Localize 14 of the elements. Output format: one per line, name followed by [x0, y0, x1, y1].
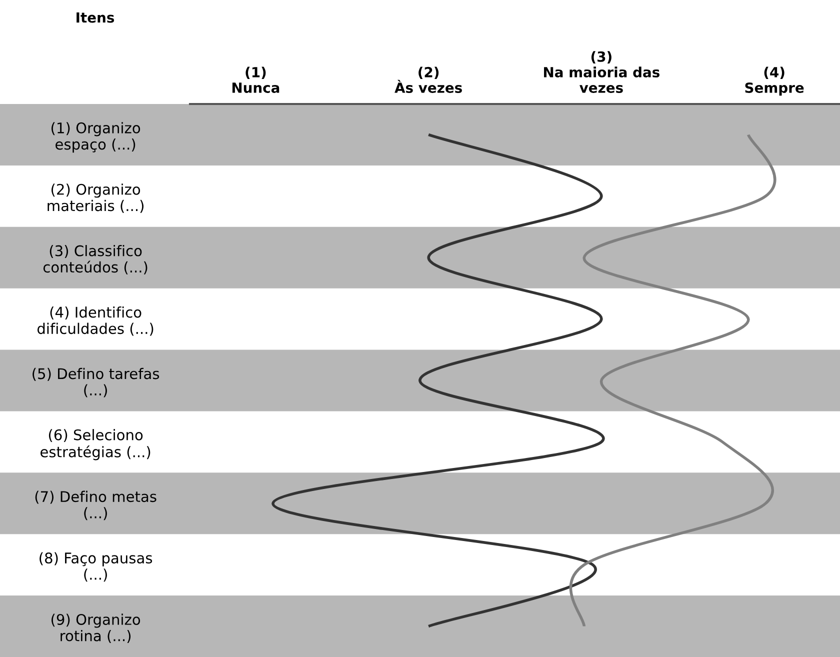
- y-tick-label: (8) Faço pausas (...): [40, 552, 152, 582]
- y-tick-label: (1) Organizo espaço (...): [52, 122, 140, 153]
- y-tick-label: (9) Organizo rotina (...): [52, 614, 140, 644]
- x-tick-label: (4) Sempre: [745, 66, 804, 96]
- x-tick-label: (3) Na maioria das vezes: [544, 51, 660, 93]
- x-tick-label: (2) Às vezes: [394, 66, 462, 93]
- y-tick-label: (4) Identifico dificuldades (...): [37, 306, 154, 336]
- y-tick-label: (7) Defino metas (...): [35, 490, 156, 520]
- y-tick-label: (3) Classifico conteúdos (...): [43, 245, 148, 274]
- x-tick-label: (1) Nunca: [232, 66, 280, 93]
- y-axis-title: Itens: [76, 12, 114, 23]
- y-tick-label: (6) Seleciono estratégias (...): [40, 429, 150, 460]
- y-tick-label: (2) Organizo materiais (...): [48, 184, 144, 213]
- y-tick-label: (5) Defino tarefas (...): [32, 368, 160, 398]
